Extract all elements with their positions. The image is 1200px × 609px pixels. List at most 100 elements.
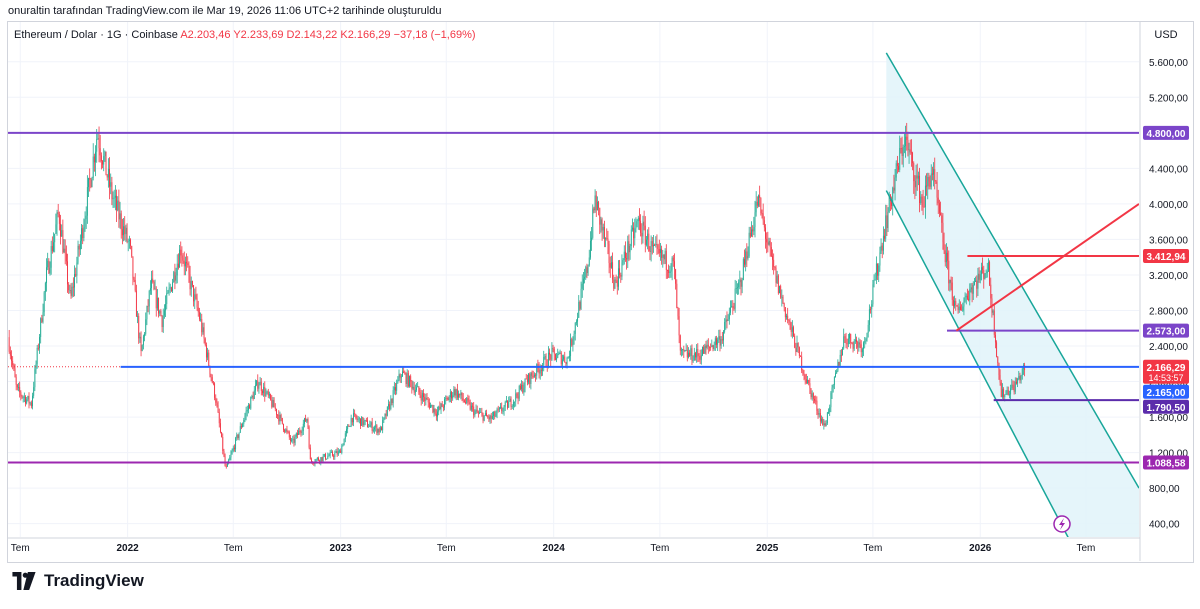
candle-body — [735, 288, 737, 289]
candle-body — [166, 293, 168, 305]
candle-body — [916, 175, 918, 179]
candle-body — [676, 283, 678, 309]
candle-body — [759, 195, 761, 198]
candle-body — [801, 356, 803, 371]
candle-body — [912, 152, 914, 164]
candle-body — [187, 263, 189, 265]
candle-body — [603, 227, 605, 240]
candle-body — [892, 187, 894, 206]
candle-body — [693, 353, 695, 361]
candle-body — [881, 245, 883, 251]
candle-body — [50, 246, 52, 268]
candle-body — [463, 400, 465, 403]
candle-body — [55, 224, 57, 234]
candle-body — [325, 454, 326, 460]
candle-body — [88, 178, 89, 188]
candle-body — [914, 181, 916, 188]
candle-body — [155, 288, 157, 309]
candle-body — [944, 250, 946, 263]
candle-body — [829, 407, 831, 413]
candle-body — [945, 252, 947, 263]
candle-body — [942, 222, 944, 243]
candle-body — [491, 416, 493, 419]
candle-body — [677, 308, 679, 317]
candle-body — [896, 163, 898, 167]
candle-body — [873, 279, 875, 285]
candle-body — [852, 343, 854, 349]
candle-body — [696, 349, 698, 358]
candle-body — [769, 240, 771, 248]
candle-body — [365, 420, 367, 421]
candle-body — [482, 413, 484, 421]
price-level-label: 1.790,50 — [1147, 403, 1186, 414]
candle-body — [830, 393, 832, 408]
candle-body — [74, 274, 75, 288]
candle-body — [874, 279, 876, 281]
candle-body — [962, 306, 964, 311]
candle-body — [151, 278, 153, 289]
candle-body — [392, 390, 394, 404]
candle-body — [1005, 390, 1007, 395]
candle-body — [128, 239, 130, 242]
candle-body — [529, 373, 531, 384]
candle-body — [420, 395, 422, 401]
candle-body — [225, 465, 227, 467]
candle-body — [85, 215, 87, 220]
candle-body — [655, 244, 657, 246]
candle-body — [116, 195, 117, 211]
candle-body — [21, 395, 23, 398]
candle-body — [773, 259, 775, 267]
candle-body — [361, 417, 363, 426]
candle-body — [614, 279, 616, 289]
tradingview-logo[interactable]: TradingView — [10, 571, 144, 591]
candle-body — [999, 374, 1001, 383]
price-level-tag — [1143, 249, 1189, 264]
candle-body — [39, 337, 40, 349]
candle-body — [795, 347, 797, 352]
candle-body — [922, 198, 924, 207]
candle-body — [721, 339, 723, 341]
candle-body — [236, 435, 238, 439]
candle-body — [748, 232, 750, 257]
price-tick-label: 1.600,00 — [1149, 413, 1188, 424]
symbol-name[interactable]: Ethereum / Dolar · 1G · Coinbase — [14, 29, 178, 41]
candle-body — [453, 389, 455, 396]
candle-body — [207, 352, 209, 358]
candle-body — [564, 356, 566, 363]
candle-body — [105, 151, 107, 176]
candle-body — [315, 459, 317, 463]
candle-body — [783, 303, 785, 308]
candle-body — [907, 139, 909, 150]
candle-body — [956, 305, 958, 307]
candle-body — [278, 414, 280, 422]
candle-body — [636, 221, 638, 225]
symbol-legend[interactable]: Ethereum / Dolar · 1G · Coinbase A2.203,… — [14, 29, 476, 41]
time-tick-label: Tem — [11, 543, 30, 554]
lightning-icon[interactable] — [1053, 515, 1071, 533]
currency-button[interactable]: USD — [1154, 29, 1178, 41]
candle-body — [327, 456, 329, 459]
candle-body — [113, 197, 115, 199]
candle-body — [369, 424, 371, 427]
candle-body — [402, 371, 403, 377]
candle-body — [794, 335, 796, 348]
candle-body — [446, 398, 448, 399]
candle-body — [887, 211, 889, 229]
candle-body — [807, 379, 808, 383]
candle-body — [89, 178, 91, 180]
candle-body — [168, 288, 170, 292]
candle-body — [240, 426, 242, 428]
candle-body — [288, 432, 290, 438]
candle-body — [131, 245, 133, 257]
candle-body — [407, 373, 409, 387]
candle-body — [972, 284, 974, 294]
candle-body — [154, 288, 156, 290]
candle-body — [40, 318, 42, 338]
candle-body — [642, 221, 644, 237]
candle-body — [219, 423, 221, 433]
candle-body — [551, 348, 553, 360]
candle-body — [992, 310, 994, 313]
candle-body — [221, 432, 223, 438]
candle-body — [466, 398, 468, 403]
